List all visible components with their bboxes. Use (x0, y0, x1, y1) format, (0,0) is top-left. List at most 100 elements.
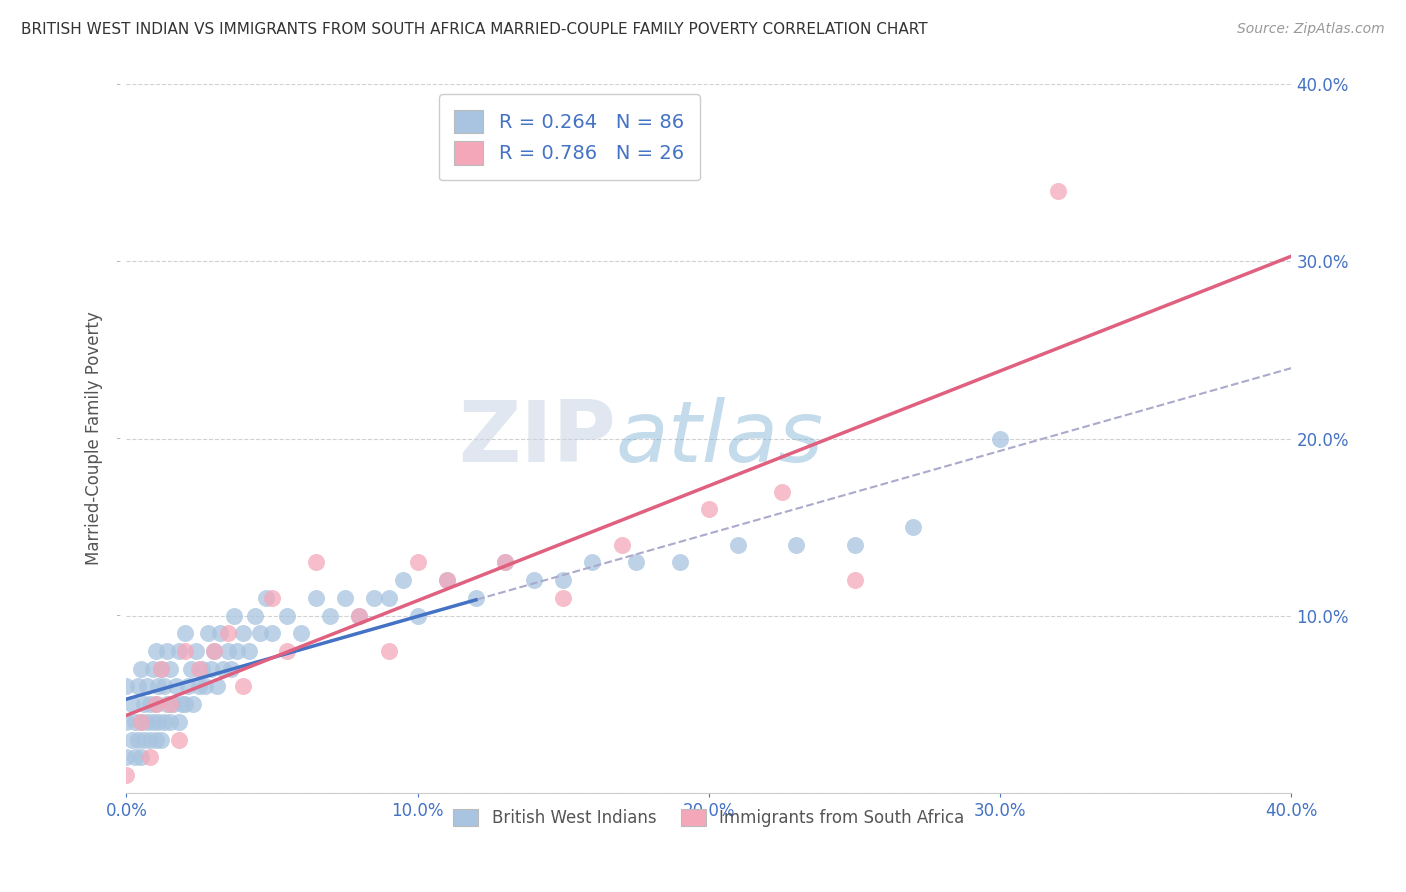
Text: BRITISH WEST INDIAN VS IMMIGRANTS FROM SOUTH AFRICA MARRIED-COUPLE FAMILY POVERT: BRITISH WEST INDIAN VS IMMIGRANTS FROM S… (21, 22, 928, 37)
Point (669, 556, 692, 570)
Point (363, 591, 385, 605)
Point (232, 626, 254, 640)
Point (145, 697, 167, 711)
Point (349, 608, 371, 623)
Point (129, 714, 152, 729)
Point (844, 573, 866, 587)
Point (135, 714, 157, 729)
Point (219, 662, 242, 676)
Point (167, 732, 190, 747)
Point (254, 591, 277, 605)
Point (142, 662, 165, 676)
Point (901, 520, 924, 534)
Point (988, 432, 1011, 446)
Point (232, 680, 254, 694)
Point (243, 608, 266, 623)
Point (127, 680, 149, 694)
Point (276, 608, 298, 623)
Legend: British West Indians, Immigrants from South Africa: British West Indians, Immigrants from So… (447, 803, 972, 834)
Point (173, 697, 195, 711)
Point (305, 556, 328, 570)
Point (276, 644, 298, 658)
Point (202, 644, 225, 658)
Point (115, 714, 138, 729)
Point (770, 484, 793, 499)
Text: atlas: atlas (616, 397, 824, 480)
Point (145, 697, 167, 711)
Point (305, 591, 328, 605)
Point (406, 556, 429, 570)
Point (138, 697, 160, 711)
Point (436, 573, 458, 587)
Point (392, 573, 415, 587)
Point (129, 714, 152, 729)
Text: ZIP: ZIP (458, 397, 616, 480)
Point (202, 644, 225, 658)
Point (167, 714, 190, 729)
Point (135, 680, 157, 694)
Point (156, 697, 179, 711)
Point (127, 732, 149, 747)
Point (333, 591, 356, 605)
Point (290, 626, 312, 640)
Point (179, 662, 201, 676)
Point (138, 732, 160, 747)
Point (148, 680, 170, 694)
Point (145, 732, 167, 747)
Point (1047, 184, 1070, 198)
Point (148, 714, 170, 729)
Point (377, 591, 399, 605)
Point (188, 662, 211, 676)
Point (159, 662, 181, 676)
Point (124, 714, 146, 729)
Point (132, 697, 155, 711)
Point (249, 626, 271, 640)
Point (610, 538, 633, 552)
Point (145, 644, 167, 658)
Point (153, 680, 176, 694)
Point (115, 680, 138, 694)
Point (436, 573, 458, 587)
Point (186, 644, 208, 658)
Point (494, 556, 516, 570)
Point (129, 750, 152, 764)
Point (211, 662, 233, 676)
Point (217, 626, 239, 640)
Point (150, 732, 173, 747)
Point (197, 626, 219, 640)
Point (226, 644, 249, 658)
Point (165, 680, 187, 694)
Point (121, 732, 143, 747)
Text: Source: ZipAtlas.com: Source: ZipAtlas.com (1237, 22, 1385, 37)
Point (260, 591, 283, 605)
Point (349, 608, 371, 623)
Point (156, 644, 179, 658)
Point (624, 556, 647, 570)
Point (523, 573, 546, 587)
Point (115, 768, 138, 782)
Point (150, 662, 173, 676)
Point (124, 750, 146, 764)
Point (191, 662, 214, 676)
Point (173, 644, 195, 658)
Point (153, 714, 176, 729)
Point (142, 714, 165, 729)
Point (465, 591, 488, 605)
Point (138, 750, 160, 764)
Point (162, 697, 184, 711)
Point (224, 608, 246, 623)
Point (238, 644, 260, 658)
Point (176, 680, 198, 694)
Point (132, 732, 155, 747)
Point (121, 697, 143, 711)
Point (217, 644, 239, 658)
Point (208, 626, 231, 640)
Y-axis label: Married-Couple Family Poverty: Married-Couple Family Poverty (86, 311, 103, 566)
Point (170, 697, 193, 711)
Point (494, 556, 516, 570)
Point (260, 626, 283, 640)
Point (697, 502, 720, 516)
Point (159, 714, 181, 729)
Point (785, 538, 807, 552)
Point (173, 626, 195, 640)
